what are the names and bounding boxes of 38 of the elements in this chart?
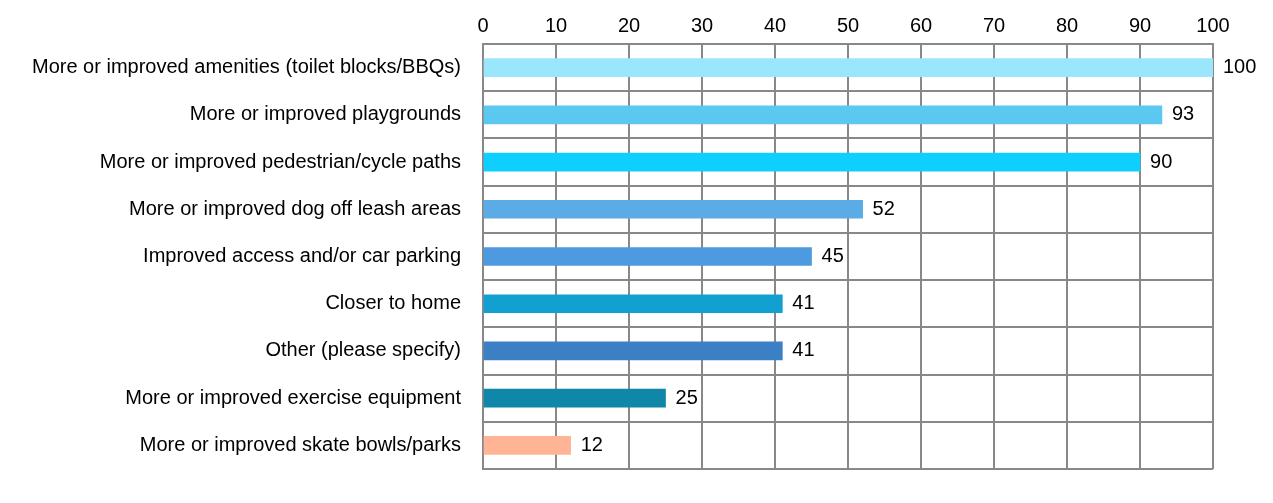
- bar: [483, 341, 783, 361]
- y-tick-label: More or improved exercise equipment: [125, 385, 462, 408]
- data-label: 93: [1171, 102, 1195, 125]
- y-tick-label: More or improved skate bowls/parks: [139, 432, 462, 455]
- data-label: 52: [872, 196, 895, 219]
- x-tick-label: 0: [477, 13, 489, 36]
- data-label: 45: [821, 244, 844, 267]
- x-tick-label: 90: [1128, 13, 1152, 36]
- y-tick-label: Improved access and/or car parking: [143, 244, 462, 267]
- data-label: 12: [580, 432, 603, 455]
- bar: [483, 58, 1213, 77]
- data-label: 90: [1150, 149, 1173, 172]
- x-tick-label: 40: [763, 13, 787, 36]
- bar: [483, 152, 1141, 172]
- x-tick-label: 60: [909, 13, 933, 36]
- x-tick-label: 70: [982, 13, 1006, 36]
- data-label: 41: [792, 291, 815, 314]
- bar: [483, 388, 666, 408]
- x-tick-label: 10: [544, 13, 568, 36]
- x-tick-label: 100: [1196, 13, 1230, 36]
- data-label: 25: [675, 385, 698, 408]
- y-tick-label: More or improved pedestrian/cycle paths: [99, 149, 462, 172]
- y-tick-label: More or improved dog off leash areas: [129, 196, 462, 219]
- data-label: 100: [1223, 55, 1257, 78]
- x-tick-label: 50: [836, 13, 860, 36]
- y-tick-label: Closer to home: [325, 291, 462, 314]
- bar: [483, 436, 571, 455]
- y-tick-label: Other (please specify): [265, 338, 462, 361]
- x-tick-label: 80: [1055, 13, 1079, 36]
- bar: [483, 247, 812, 266]
- bar: [483, 199, 863, 219]
- y-tick-label: More or improved amenities (toilet blocks/BBQs): [31, 55, 462, 78]
- bar: [483, 105, 1163, 125]
- data-label: 41: [792, 338, 815, 361]
- x-tick-label: 30: [690, 13, 714, 36]
- y-tick-label: More or improved playgrounds: [189, 102, 462, 125]
- x-tick-label: 20: [617, 13, 641, 36]
- bar: [483, 294, 783, 314]
